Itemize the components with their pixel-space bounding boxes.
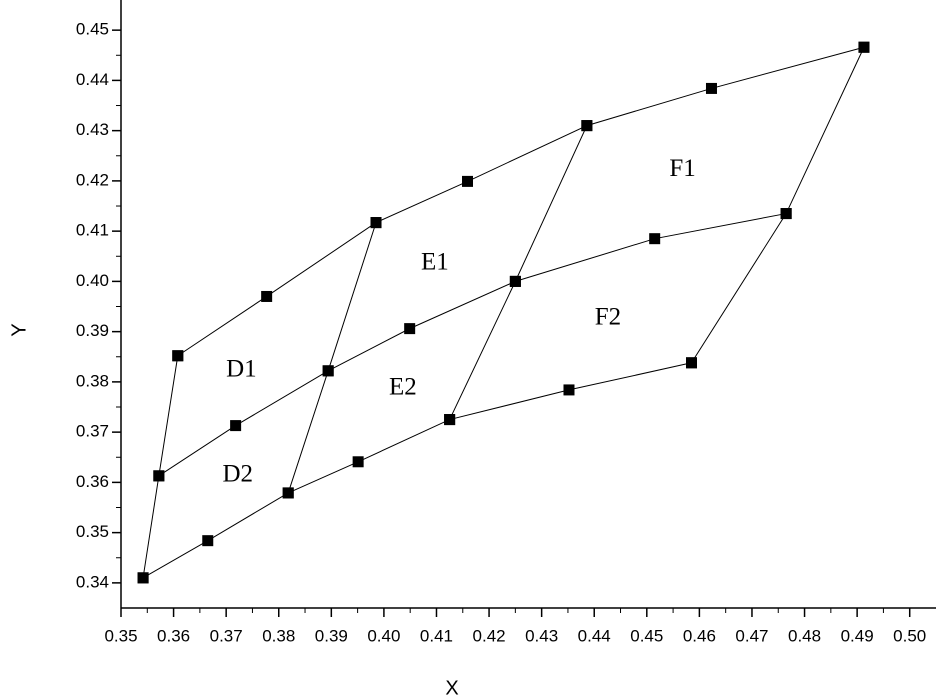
marker bbox=[780, 208, 792, 220]
marker bbox=[261, 290, 273, 302]
y-tick-label: 0.38 bbox=[76, 371, 109, 390]
x-tick-label: 0.36 bbox=[157, 626, 190, 645]
y-tick-label: 0.41 bbox=[76, 221, 109, 240]
region-label: D2 bbox=[222, 461, 253, 488]
y-tick-label: 0.37 bbox=[76, 422, 109, 441]
marker bbox=[686, 357, 697, 369]
x-tick-label: 0.38 bbox=[262, 626, 295, 645]
marker bbox=[282, 487, 294, 499]
marker bbox=[202, 535, 214, 547]
x-tick-label: 0.47 bbox=[735, 626, 768, 645]
x-tick-label: 0.50 bbox=[893, 626, 926, 645]
series-line bbox=[691, 47, 865, 364]
marker bbox=[462, 175, 474, 187]
marker bbox=[858, 41, 870, 53]
y-tick-label: 0.39 bbox=[76, 321, 109, 340]
marker bbox=[705, 82, 717, 94]
region-label: F1 bbox=[669, 155, 695, 182]
x-tick-label: 0.41 bbox=[420, 626, 453, 645]
region-label: E1 bbox=[421, 249, 449, 276]
y-axis-label: Y bbox=[8, 323, 30, 336]
y-tick-label: 0.45 bbox=[76, 20, 109, 39]
marker bbox=[404, 323, 416, 335]
y-tick-label: 0.35 bbox=[76, 522, 109, 541]
marker bbox=[581, 120, 593, 132]
marker bbox=[322, 365, 334, 377]
y-tick-label: 0.40 bbox=[76, 271, 109, 290]
x-tick-label: 0.48 bbox=[788, 626, 821, 645]
marker bbox=[230, 420, 242, 432]
region-label: F2 bbox=[595, 303, 621, 330]
x-tick-label: 0.44 bbox=[578, 626, 611, 645]
x-tick-label: 0.45 bbox=[630, 626, 663, 645]
series-line bbox=[158, 213, 787, 477]
x-tick-label: 0.39 bbox=[315, 626, 348, 645]
marker bbox=[649, 233, 661, 245]
x-tick-label: 0.46 bbox=[683, 626, 716, 645]
y-tick-label: 0.44 bbox=[76, 70, 109, 89]
series-line bbox=[177, 46, 865, 357]
region-label: D1 bbox=[226, 356, 257, 383]
series-line bbox=[449, 125, 588, 420]
marker bbox=[137, 572, 149, 584]
marker bbox=[153, 470, 165, 482]
series-line bbox=[287, 222, 377, 494]
marker bbox=[509, 275, 521, 287]
marker bbox=[352, 456, 364, 468]
region-label: E2 bbox=[389, 374, 417, 401]
y-tick-label: 0.36 bbox=[76, 472, 109, 491]
y-tick-label: 0.34 bbox=[76, 572, 109, 591]
marker bbox=[370, 217, 382, 229]
x-tick-label: 0.42 bbox=[473, 626, 506, 645]
x-tick-label: 0.35 bbox=[104, 626, 137, 645]
marker bbox=[444, 414, 456, 426]
x-axis-label: X bbox=[445, 677, 458, 699]
x-tick-label: 0.43 bbox=[525, 626, 558, 645]
x-tick-label: 0.40 bbox=[367, 626, 400, 645]
x-tick-label: 0.37 bbox=[210, 626, 243, 645]
marker bbox=[563, 384, 575, 396]
y-tick-label: 0.42 bbox=[76, 170, 109, 189]
marker bbox=[172, 350, 184, 362]
y-tick-label: 0.43 bbox=[76, 120, 109, 139]
x-tick-label: 0.49 bbox=[841, 626, 874, 645]
